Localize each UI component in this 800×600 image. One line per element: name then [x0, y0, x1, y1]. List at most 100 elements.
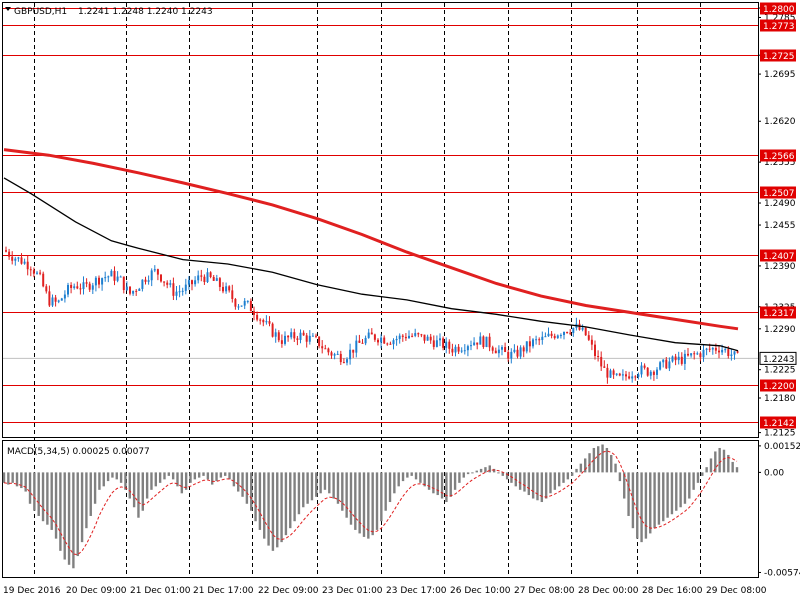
time-tick-label: 26 Dec 10:00 — [450, 586, 511, 596]
candle-body — [457, 346, 460, 352]
candle-body — [516, 349, 519, 357]
macd-bar — [492, 468, 496, 473]
candle-body — [544, 336, 547, 338]
macd-bar — [184, 472, 188, 490]
candle-body — [225, 286, 228, 292]
candle-body — [528, 341, 531, 347]
candle-body — [175, 291, 178, 296]
macd-bar — [145, 472, 149, 499]
level-tag — [760, 186, 796, 199]
chart-symbol: GBPUSD,H1 — [14, 7, 67, 17]
macd-bar — [102, 472, 105, 487]
candle-body — [284, 335, 286, 344]
candle-body — [91, 285, 94, 290]
macd-bar — [263, 472, 266, 539]
level-tag-label: 1.2507 — [763, 189, 795, 199]
candle-body — [243, 300, 246, 306]
candle-body — [346, 359, 348, 363]
candle-body — [150, 270, 153, 281]
candle-body — [398, 335, 401, 339]
macd-bar — [210, 472, 214, 485]
macd-bar — [228, 472, 231, 480]
candle-body — [532, 339, 534, 347]
candle-body — [408, 335, 410, 339]
candle-body — [194, 280, 197, 285]
candle-body — [315, 335, 317, 337]
candle-body — [119, 276, 122, 278]
candle-body — [163, 281, 166, 283]
candle-body — [48, 291, 51, 306]
macd-bar — [154, 472, 158, 487]
candle-body — [377, 339, 379, 343]
candle-body — [57, 300, 60, 302]
macd-bar — [319, 472, 322, 494]
candle-body — [138, 288, 141, 291]
macd-bar — [696, 472, 700, 483]
candle-body — [693, 353, 696, 355]
price-tick-label: 1.2455 — [764, 221, 796, 231]
candle-body — [612, 370, 615, 375]
candle-body — [504, 347, 507, 353]
candle-body — [584, 327, 587, 336]
chart-ohlc: 1.2241 1.2248 1.2240 1.2243 — [78, 7, 213, 17]
chevron-down-icon[interactable] — [5, 7, 11, 11]
candle-body — [659, 362, 662, 370]
candle-body — [600, 356, 603, 367]
macd-bar — [557, 472, 561, 487]
candle-body — [566, 332, 569, 334]
candle-body — [519, 347, 522, 357]
candle-body — [696, 353, 699, 355]
level-tag-label: 1.2142 — [763, 419, 795, 429]
macd-bar — [484, 467, 487, 473]
candle-body — [209, 272, 212, 277]
candle-body — [122, 276, 125, 291]
macd-bar — [449, 472, 452, 497]
candle-body — [187, 280, 190, 285]
macd-bar — [384, 472, 387, 511]
candle-body — [265, 321, 268, 323]
candle-body — [470, 345, 472, 347]
macd-bar — [718, 447, 721, 473]
time-axis: 19 Dec 2016 20 Dec 09:00 21 Dec 01:00 21 De… — [3, 586, 767, 596]
macd-bar — [271, 472, 275, 551]
macd-tick-label: 0.00 — [764, 468, 784, 478]
candle-body — [479, 336, 482, 345]
macd-bar — [46, 472, 49, 525]
macd-bar — [605, 447, 609, 473]
candle-body — [129, 286, 131, 294]
macd-bar — [423, 472, 426, 487]
candle-body — [687, 353, 689, 356]
candle-body — [417, 333, 420, 335]
price-tick-label: 1.2555 — [764, 158, 796, 168]
candle-body — [287, 335, 290, 338]
candle-body — [172, 283, 175, 296]
macd-bar — [709, 458, 713, 473]
candle-body — [563, 332, 565, 336]
price-tick-label: 1.2695 — [764, 70, 796, 80]
candle-body — [184, 284, 187, 291]
macd-bar — [349, 472, 353, 525]
macd-bar — [662, 472, 665, 522]
candle-body — [352, 349, 355, 353]
candle-body — [274, 332, 277, 337]
macd-bar — [683, 472, 687, 504]
candle-body — [426, 336, 429, 341]
candle-body — [569, 332, 572, 334]
level-tag — [760, 2, 796, 15]
macd-bar — [579, 463, 583, 473]
macd-bar — [280, 472, 283, 543]
macd-bar — [497, 472, 500, 474]
candle-body — [191, 280, 193, 285]
macd-bar — [276, 472, 279, 548]
candle-body — [88, 283, 91, 290]
candle-body — [240, 305, 243, 307]
candle-body — [308, 335, 311, 342]
candle-body — [547, 333, 550, 337]
macd-bar — [93, 472, 97, 504]
candle-body — [23, 261, 26, 264]
candle-body — [649, 371, 652, 376]
candle-body — [724, 349, 727, 351]
macd-bar — [445, 472, 448, 503]
macd-bar — [76, 472, 79, 557]
